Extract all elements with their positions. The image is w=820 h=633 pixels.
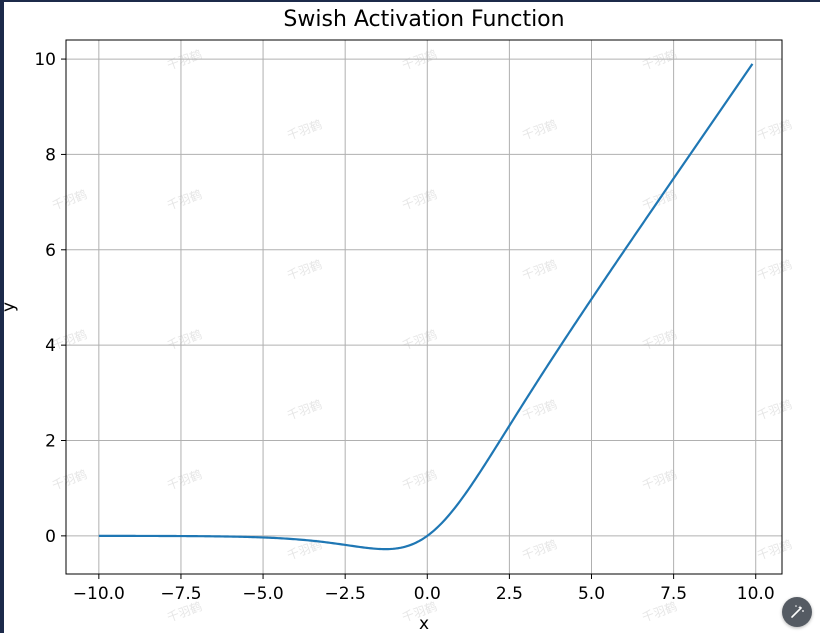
x-tick-label: −2.5: [325, 584, 366, 604]
x-tick-label: −7.5: [160, 584, 201, 604]
x-tick-label: 0.0: [414, 584, 441, 604]
x-tick-label: 7.5: [660, 584, 687, 604]
plot-background: [4, 2, 820, 633]
y-axis-label: y: [4, 302, 19, 312]
grid: [66, 40, 782, 574]
x-axis-label: x: [419, 614, 429, 633]
x-tick-label: 5.0: [578, 584, 605, 604]
x-tick-label: −10.0: [73, 584, 125, 604]
swish-series-line: [98, 63, 754, 551]
x-tick-label: −5.0: [242, 584, 283, 604]
magic-wand-button[interactable]: [782, 597, 812, 627]
y-tick-label: 2: [45, 432, 56, 452]
wand-icon: [791, 605, 804, 618]
y-tick-label: 6: [45, 241, 56, 261]
y-tick-label: 4: [45, 336, 56, 356]
plot-border: [65, 39, 783, 575]
y-tick-label: 0: [45, 527, 56, 547]
x-tick-label: 10.0: [737, 584, 775, 604]
series-layer: [98, 63, 754, 551]
chart-title: Swish Activation Function: [283, 7, 564, 32]
y-axis-ticks: 0 2 4 6 8 10: [34, 50, 66, 547]
y-tick-label: 8: [45, 145, 56, 165]
x-axis-ticks: −10.0 −7.5 −5.0 −2.5 0.0 2.5 5.0 7.5 10.0: [73, 574, 775, 604]
x-tick-label: 2.5: [496, 584, 523, 604]
y-tick-label: 10: [34, 50, 56, 70]
